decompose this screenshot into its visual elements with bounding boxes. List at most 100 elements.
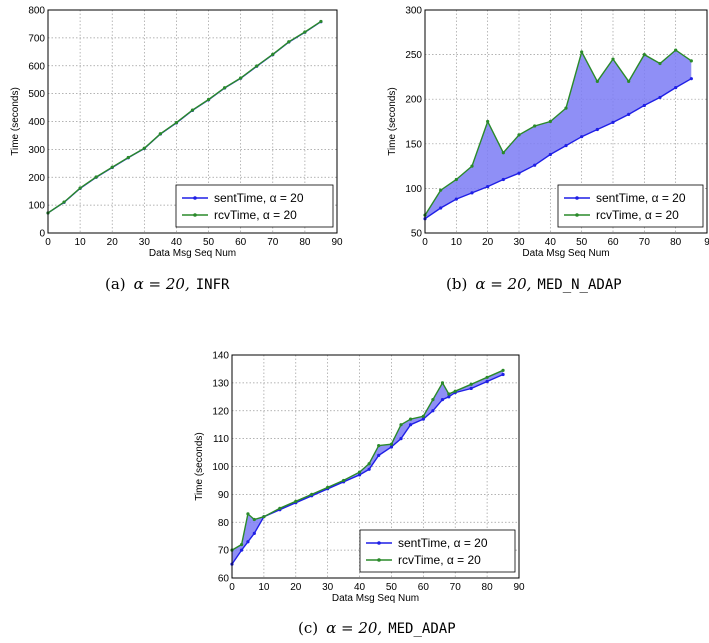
- data-point-sent: [627, 112, 631, 116]
- data-point-rcv: [326, 485, 330, 490]
- data-point-rcv: [239, 542, 244, 547]
- legend-box: [359, 529, 516, 573]
- x-tick-label: 70: [267, 237, 279, 248]
- y-tick-label: 500: [28, 89, 45, 100]
- legend-label-rcv: rcvTime, α = 20: [596, 208, 679, 222]
- data-point-sent: [642, 103, 646, 108]
- data-point-rcv: [294, 499, 298, 503]
- data-point-rcv: [377, 443, 381, 448]
- x-tick-label: 0: [229, 582, 235, 593]
- subfigure-caption: (b) α = 20, MED_N_ADAP: [446, 275, 622, 293]
- data-point-rcv: [447, 392, 451, 396]
- data-point-sent: [239, 548, 244, 552]
- legend-marker-sent: [377, 541, 381, 545]
- data-point-sent: [485, 379, 489, 384]
- legend-box: [557, 184, 704, 228]
- data-point-rcv: [627, 79, 631, 83]
- legend-marker-sent: [575, 196, 579, 200]
- x-tick-label: 60: [607, 237, 619, 248]
- y-tick-label: 600: [28, 61, 45, 72]
- y-tick-label: 80: [218, 518, 230, 529]
- data-point-rcv: [389, 442, 394, 446]
- legend: sentTime, α = 20 rcvTime, α = 20: [359, 529, 516, 573]
- data-point-rcv: [110, 165, 114, 169]
- legend-label-sent: sentTime, α = 20: [596, 191, 686, 205]
- data-point-rcv: [174, 121, 179, 125]
- data-point-sent: [246, 540, 250, 544]
- data-point-rcv: [517, 133, 521, 137]
- data-point-rcv: [501, 151, 505, 155]
- data-point-rcv: [252, 517, 256, 522]
- data-point-sent: [470, 191, 474, 195]
- data-point-rcv: [439, 188, 443, 192]
- data-point-rcv: [246, 512, 250, 516]
- caption-code: MED_N_ADAP: [537, 277, 621, 293]
- data-point-sent: [431, 409, 435, 413]
- chart-1: 0 10 20 30 40 50 60 70 80 90 0 100 200 300 400 500 600 70…: [10, 6, 343, 294]
- x-tick-label: 40: [545, 237, 557, 248]
- data-point-sent: [377, 453, 381, 457]
- data-point-rcv: [271, 52, 275, 56]
- data-point-rcv: [642, 53, 646, 57]
- data-point-sent: [689, 77, 693, 81]
- legend-marker-rcv: [193, 213, 197, 217]
- data-point-rcv: [470, 164, 474, 168]
- data-point-rcv: [94, 175, 98, 179]
- data-point-rcv: [62, 200, 66, 204]
- y-tick-label: 50: [411, 229, 423, 240]
- data-point-sent: [580, 135, 584, 139]
- data-point-sent: [399, 437, 403, 441]
- data-point-rcv: [689, 59, 693, 63]
- data-point-sent: [674, 86, 678, 90]
- legend-marker-sent: [193, 196, 197, 200]
- y-tick-label: 100: [212, 462, 229, 473]
- x-tick-label: 50: [386, 582, 398, 593]
- caption-code: MED_ADAP: [388, 621, 455, 637]
- data-point-sent: [501, 372, 505, 377]
- data-point-rcv: [408, 417, 413, 421]
- x-tick-label: 80: [482, 582, 494, 593]
- y-tick-label: 300: [405, 6, 422, 17]
- data-point-rcv: [287, 40, 291, 44]
- y-tick-label: 300: [28, 145, 45, 156]
- data-point-rcv: [158, 132, 162, 136]
- y-axis-label: Time (seconds): [387, 87, 398, 156]
- chart-2: 0 10 20 30 40 50 60 70 80 9 50 100 150 200 250 300 Data …: [387, 6, 709, 294]
- data-point-rcv: [303, 30, 307, 34]
- data-point-sent: [486, 185, 490, 189]
- data-point-rcv: [533, 124, 537, 128]
- legend: sentTime, α = 20 rcvTime, α = 20: [175, 184, 334, 228]
- x-tick-label: 80: [670, 237, 682, 248]
- data-point-sent: [357, 473, 362, 477]
- chart-3: 0 10 20 30 40 50 60 70 80 90 60 70 80 90 100 110 120 130 1…: [194, 351, 525, 638]
- data-point-sent: [408, 423, 413, 427]
- caption-prefix: (b): [446, 275, 467, 293]
- y-tick-label: 200: [28, 173, 45, 184]
- data-point-sent: [501, 177, 505, 182]
- y-tick-label: 130: [212, 378, 229, 389]
- data-point-rcv: [611, 57, 615, 61]
- data-point-rcv: [421, 414, 425, 418]
- data-point-rcv: [431, 398, 435, 402]
- y-tick-label: 250: [405, 50, 422, 61]
- x-tick-label: 70: [450, 582, 462, 593]
- x-tick-label: 0: [422, 237, 428, 248]
- data-point-rcv: [126, 155, 130, 160]
- data-point-rcv: [674, 48, 678, 52]
- y-tick-label: 120: [212, 406, 229, 417]
- data-point-rcv: [142, 146, 146, 150]
- caption-math: α = 20,: [134, 275, 190, 293]
- data-point-rcv: [453, 389, 457, 393]
- x-tick-label: 50: [576, 237, 588, 248]
- data-point-sent: [658, 95, 662, 100]
- data-point-sent: [447, 395, 451, 399]
- data-point-rcv: [342, 478, 346, 483]
- x-tick-label: 60: [418, 582, 430, 593]
- data-point-rcv: [501, 368, 505, 372]
- y-axis-label: Time (seconds): [194, 432, 205, 501]
- plot-frame: [47, 9, 338, 234]
- data-point-rcv: [367, 462, 371, 466]
- data-point-rcv: [319, 19, 323, 24]
- legend-box: [175, 184, 334, 228]
- data-point-sent: [548, 152, 552, 157]
